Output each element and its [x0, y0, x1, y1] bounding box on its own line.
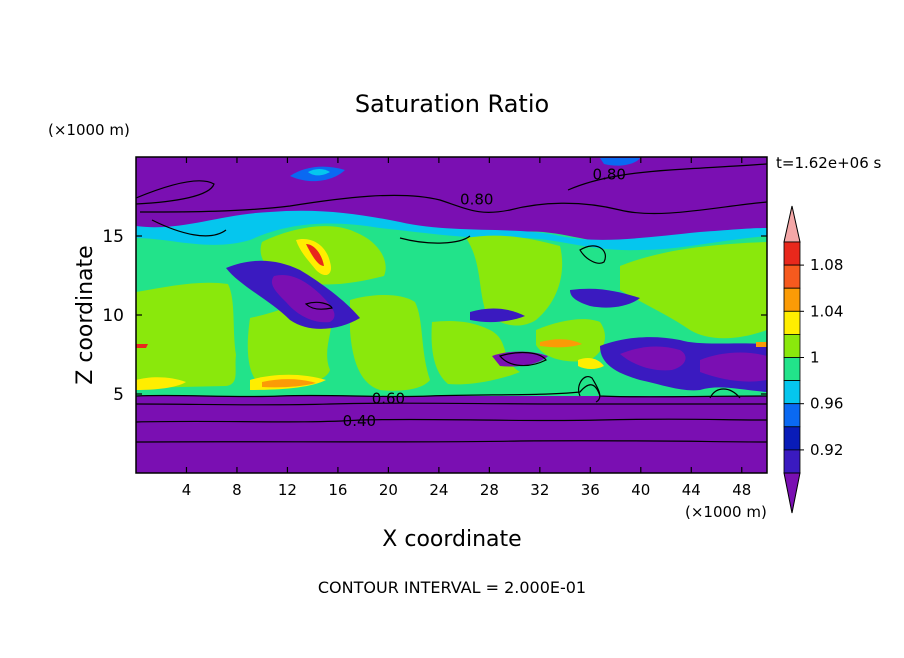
saturated-streak-2-core: [262, 379, 316, 388]
contour-line: [136, 180, 215, 205]
x-tick-label: 48: [732, 481, 751, 499]
y-axis-ticks: 5 10 15: [102, 227, 767, 405]
colorbar-label: 1.04: [810, 302, 843, 320]
y-axis-label: Z coordinate: [73, 245, 98, 384]
saturated-streak-5: [136, 344, 148, 348]
contour-label: 0.40: [343, 412, 376, 430]
dry-intrusion-4: [492, 351, 548, 367]
saturated-streak-4: [540, 339, 582, 348]
cloud-cell-7: [620, 242, 767, 339]
contour-line: [304, 301, 333, 310]
cloud-cell-5: [466, 235, 563, 326]
contour-label: 0.80: [593, 165, 626, 183]
colorbar-bin: [783, 287, 801, 312]
x-tick-label: 8: [232, 481, 242, 499]
contour-line: [709, 388, 741, 399]
y-tick-label: 15: [102, 227, 124, 247]
y-unit-label: (×1000 m): [48, 121, 130, 139]
colorbar-arrow-top: [783, 205, 801, 243]
dry-intrusion-6: [700, 352, 767, 382]
x-tick-label: 28: [480, 481, 499, 499]
dry-intrusion-1-core: [271, 274, 335, 323]
time-label: t=1.62e+06 s: [776, 154, 882, 172]
contour-line: [578, 376, 601, 403]
dry-intrusion-5-core: [620, 346, 686, 371]
upper-moist-streak-1-core: [308, 169, 330, 176]
saturated-streak-1: [136, 377, 186, 390]
contour-line: [136, 384, 767, 398]
contour-line: [151, 219, 227, 237]
x-unit-label: (×1000 m): [685, 503, 767, 521]
contour-line: [136, 418, 767, 423]
contour-interval-footer: CONTOUR INTERVAL = 2.000E-01: [318, 578, 586, 597]
x-axis-label: X coordinate: [382, 527, 521, 552]
contour-line: [399, 235, 471, 244]
saturated-streak-6: [756, 342, 767, 347]
colorbar-bin: [783, 449, 801, 474]
x-tick-label: 20: [379, 481, 398, 499]
y-tick-label: 10: [102, 306, 124, 326]
saturation-field: 0.80 0.80 0.60 0.40: [136, 157, 767, 473]
colorbar-bin: [783, 426, 801, 451]
colorbar-label: 1.08: [810, 256, 843, 274]
contour-line: [579, 245, 606, 264]
x-tick-label: 16: [328, 481, 347, 499]
contour-label: 0.60: [372, 390, 405, 408]
upper-moist-streak-2: [600, 158, 640, 166]
x-axis-ticks: 4 8 12 16 20 24 28 32 36 40 44 48: [182, 157, 751, 499]
x-tick-label: 4: [182, 481, 192, 499]
colorbar-bin: [783, 403, 801, 428]
x-tick-label: 40: [631, 481, 650, 499]
dry-intrusion-3: [470, 308, 525, 323]
colorbar-arrow-bottom: [783, 472, 801, 514]
upper-contours: [136, 163, 767, 367]
colorbar-bin: [783, 357, 801, 382]
chart-title: Saturation Ratio: [355, 90, 549, 118]
cloud-cell-6: [431, 320, 520, 385]
colorbar-label: 0.92: [810, 441, 843, 459]
colorbar: 1.08 1.04 1 0.96 0.92: [783, 205, 843, 514]
contour-line: [498, 351, 547, 367]
upper-blue-fringe: [136, 210, 767, 251]
contour-line: [139, 194, 767, 215]
x-tick-label: 12: [278, 481, 297, 499]
saturated-streak-7: [578, 358, 604, 369]
contour-line: [136, 440, 767, 443]
cloud-cell-1: [136, 282, 236, 388]
saturated-streak-3-core: [306, 244, 324, 266]
cloud-cell-4: [350, 295, 430, 391]
colorbar-bin: [783, 310, 801, 335]
contour-labels: 0.80 0.80 0.60 0.40: [343, 165, 626, 429]
colorbar-bin: [783, 241, 801, 266]
x-tick-label: 32: [530, 481, 549, 499]
colorbar-bin: [783, 333, 801, 358]
stratified-contours: [136, 376, 767, 443]
colorbar-bin: [783, 264, 801, 289]
y-tick-label: 5: [113, 385, 124, 405]
colorbar-bin: [783, 380, 801, 405]
x-tick-label: 44: [682, 481, 701, 499]
contour-label: 0.80: [460, 191, 493, 209]
dry-intrusion-2: [570, 288, 640, 308]
contour-line: [136, 402, 767, 406]
x-tick-label: 24: [429, 481, 448, 499]
colorbar-label: 1: [810, 349, 820, 367]
contour-line: [567, 163, 767, 191]
x-tick-label: 36: [581, 481, 600, 499]
colorbar-label: 0.96: [810, 395, 843, 413]
